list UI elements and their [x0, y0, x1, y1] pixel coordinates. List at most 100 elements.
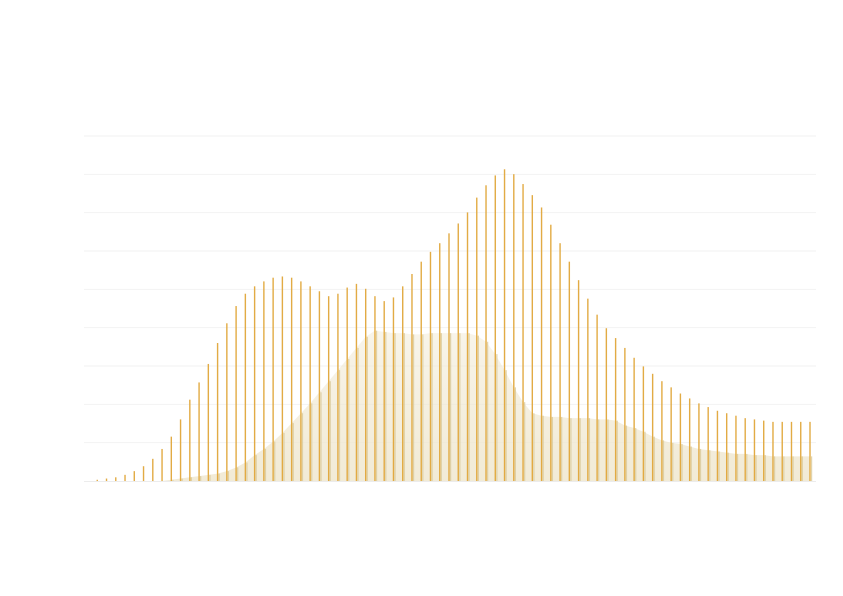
bar	[172, 480, 173, 481]
bar	[524, 402, 525, 481]
bar	[782, 422, 783, 481]
bar	[356, 284, 357, 481]
bar	[385, 332, 386, 481]
bar	[282, 276, 283, 481]
bar	[570, 418, 571, 481]
bar	[580, 418, 581, 481]
bar	[161, 449, 162, 481]
bar	[393, 297, 394, 481]
bar	[661, 381, 662, 481]
bar	[263, 281, 264, 481]
bar	[402, 286, 403, 481]
bar	[384, 301, 385, 481]
bar	[522, 184, 523, 481]
bar	[467, 212, 468, 481]
bar	[478, 336, 479, 481]
bar	[792, 456, 793, 481]
bar	[143, 466, 144, 481]
bar	[635, 428, 636, 481]
bar	[411, 274, 412, 481]
bar	[550, 225, 551, 481]
bar	[783, 456, 784, 481]
bar	[291, 278, 292, 481]
bar	[670, 387, 671, 481]
bar	[254, 286, 255, 481]
bar	[533, 413, 534, 481]
bar	[624, 348, 625, 481]
bar	[552, 417, 553, 481]
bar	[809, 422, 810, 481]
bar	[746, 454, 747, 481]
bar	[339, 370, 340, 481]
bar	[485, 185, 486, 481]
bar	[643, 366, 644, 481]
bar	[134, 471, 135, 481]
bar	[459, 333, 460, 481]
bar	[450, 333, 451, 481]
bar	[404, 333, 405, 481]
bar	[219, 474, 220, 481]
bar	[680, 394, 681, 481]
bar	[569, 262, 570, 481]
bar	[448, 233, 449, 481]
bar	[376, 331, 377, 481]
bar	[246, 463, 247, 481]
bar	[346, 288, 347, 481]
bar	[791, 422, 792, 481]
bar	[365, 289, 366, 481]
bar	[506, 370, 507, 481]
bar	[633, 358, 634, 481]
bar	[272, 278, 273, 481]
bar	[274, 442, 275, 481]
bar	[421, 262, 422, 481]
bar	[735, 416, 736, 481]
bar	[707, 407, 708, 481]
bar	[596, 315, 597, 481]
bar	[430, 252, 431, 481]
bar	[319, 291, 320, 481]
bar	[496, 354, 497, 481]
bar	[487, 342, 488, 481]
bar	[422, 334, 423, 481]
bar	[689, 398, 690, 481]
bar	[495, 175, 496, 481]
bar	[476, 198, 477, 481]
bar	[802, 456, 803, 481]
bar	[663, 440, 664, 481]
bar	[115, 477, 116, 481]
bar	[700, 449, 701, 481]
bar	[772, 422, 773, 481]
bar	[691, 447, 692, 482]
bar	[320, 392, 321, 481]
bar	[578, 280, 579, 481]
bar	[265, 449, 266, 481]
bar	[607, 419, 608, 481]
bar	[431, 333, 432, 481]
bar	[182, 479, 183, 481]
bar	[302, 413, 303, 481]
bar	[200, 476, 201, 481]
bar	[532, 195, 533, 481]
bar	[589, 418, 590, 481]
bar	[543, 416, 544, 481]
bar	[330, 381, 331, 481]
bar	[311, 403, 312, 481]
bar	[106, 479, 107, 481]
bar	[300, 281, 301, 481]
bar	[226, 323, 227, 481]
bar	[728, 453, 729, 481]
bar	[348, 359, 349, 481]
bar	[615, 338, 616, 481]
bar	[235, 306, 236, 481]
bar	[237, 467, 238, 481]
bar	[606, 328, 607, 481]
bar	[709, 450, 710, 481]
bar	[726, 413, 727, 481]
bar	[755, 455, 756, 481]
bar	[644, 432, 645, 481]
bar	[598, 419, 599, 481]
bar	[171, 437, 172, 481]
bar	[717, 411, 718, 481]
